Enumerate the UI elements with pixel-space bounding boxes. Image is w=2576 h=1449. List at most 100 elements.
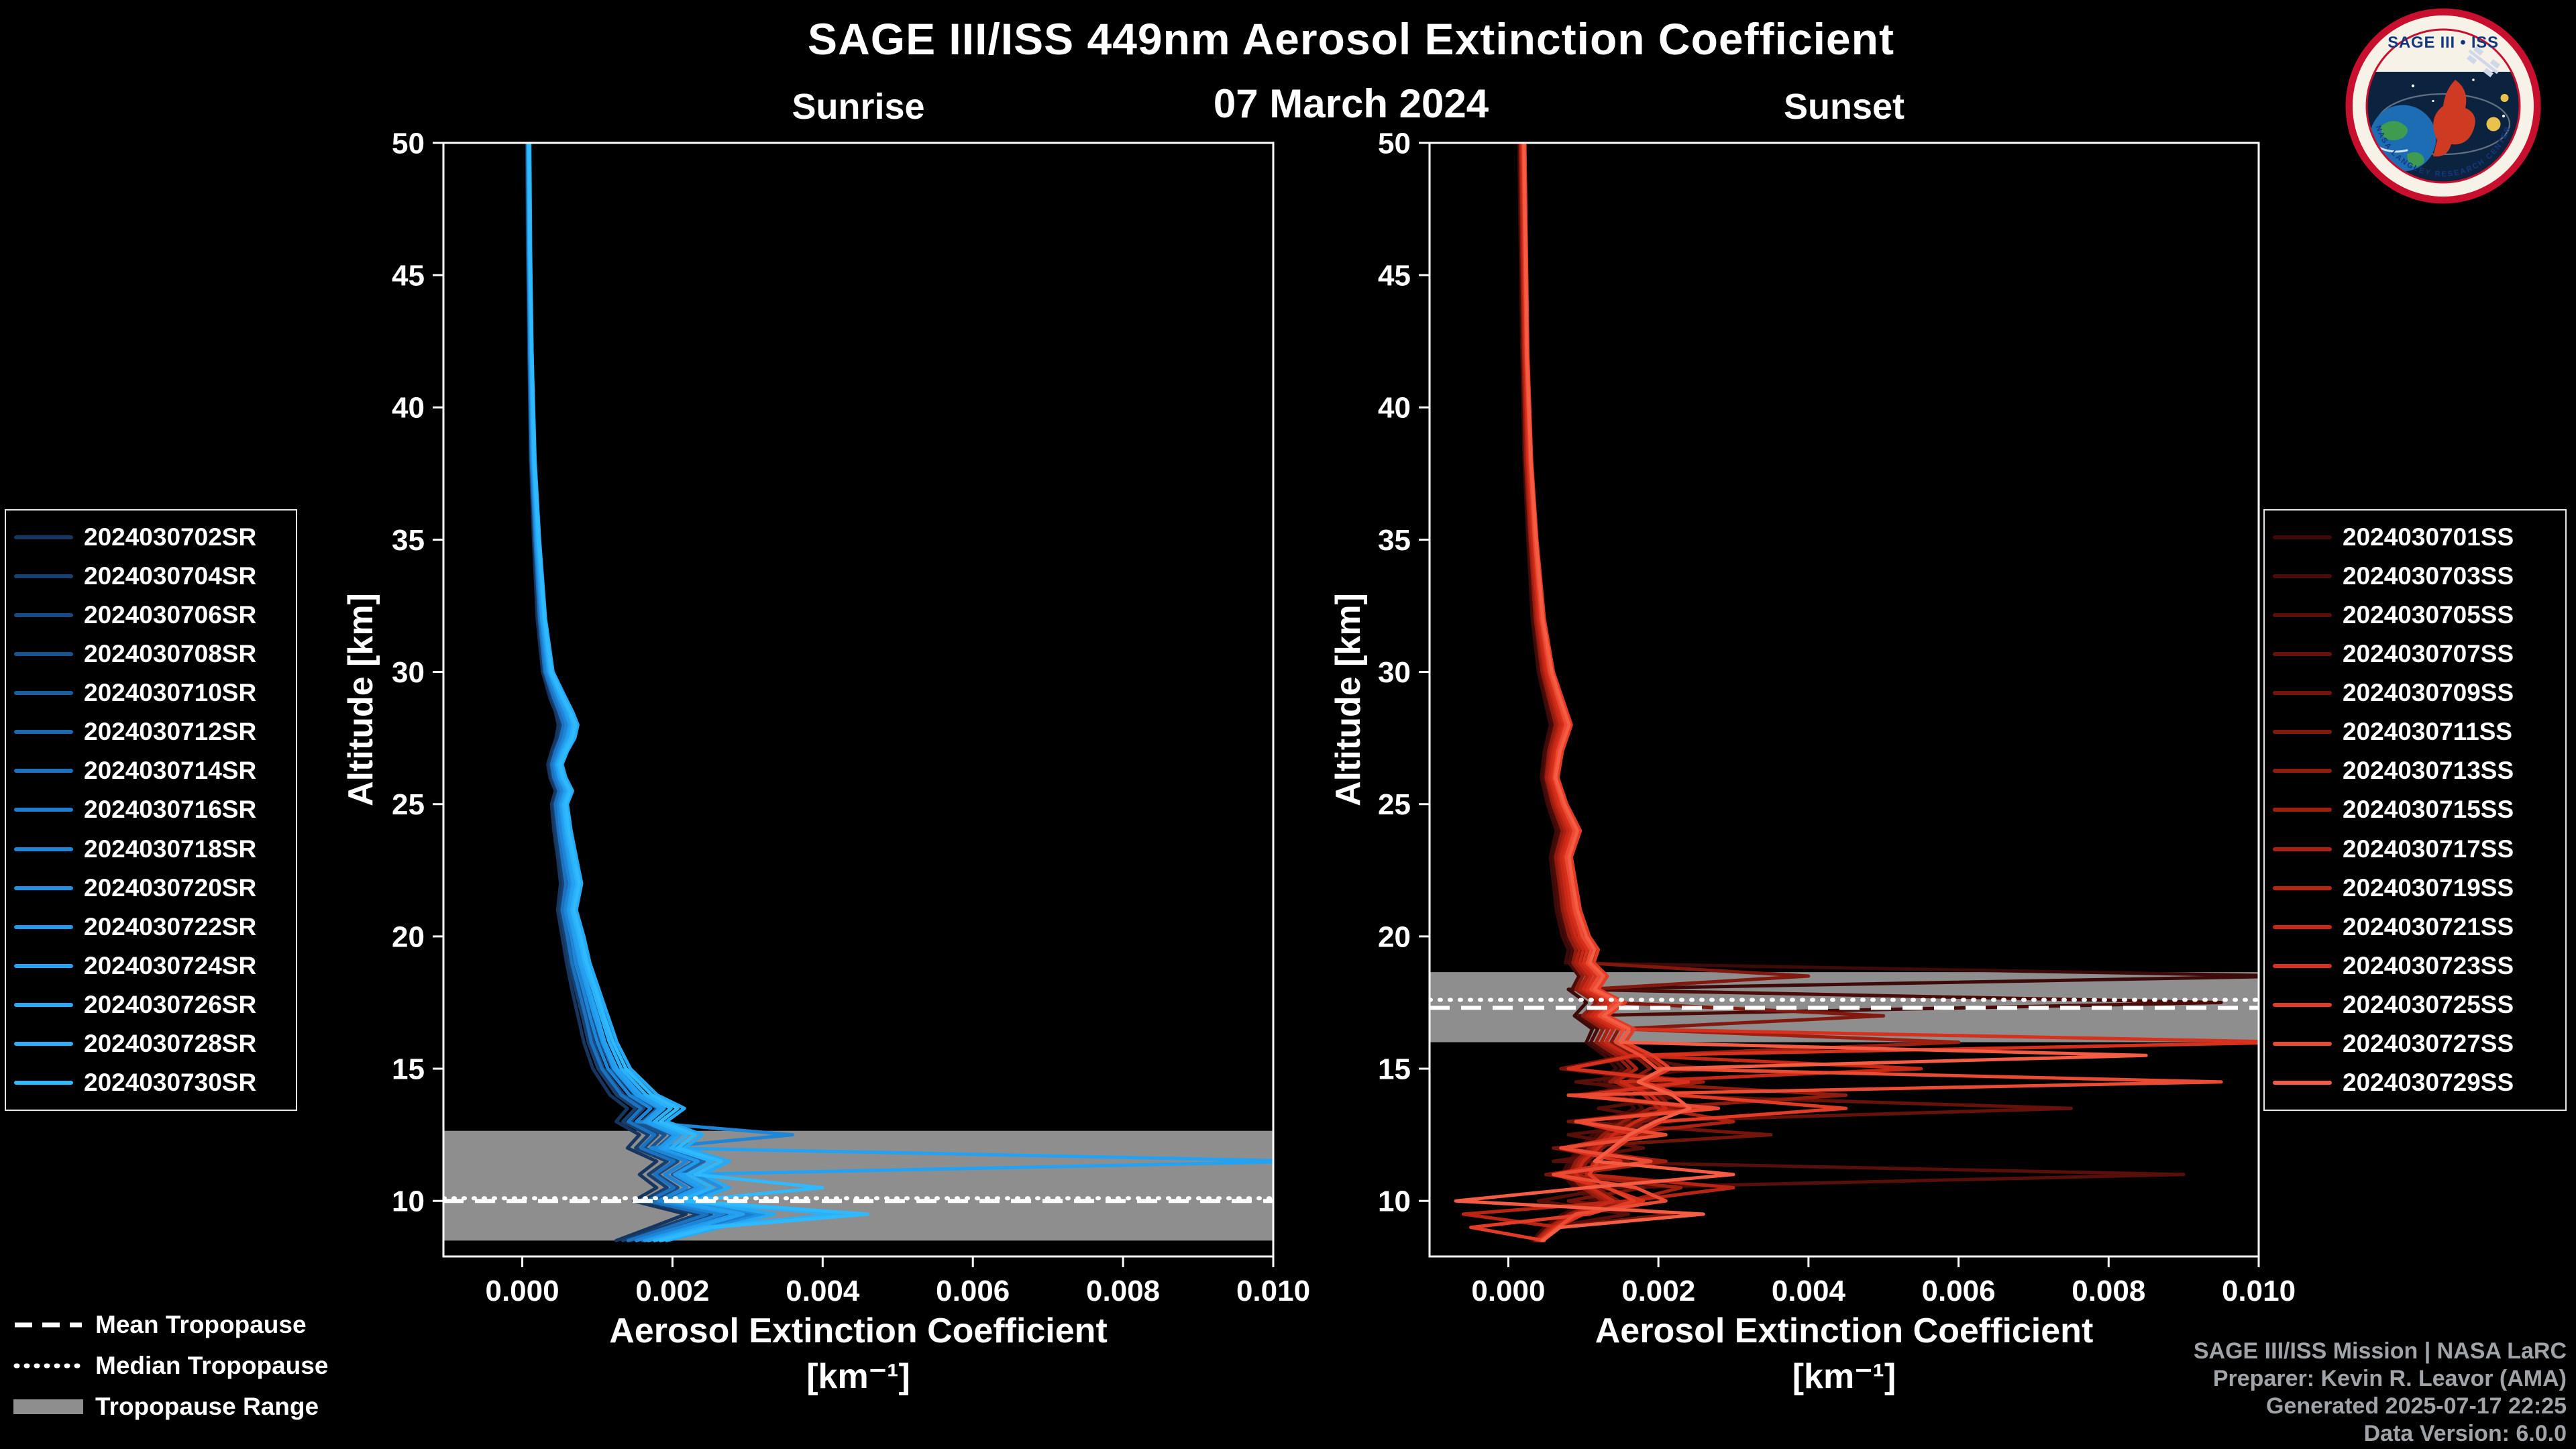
legend-item: 2024030727SS (2273, 1025, 2557, 1063)
legend-item: 2024030716SR (14, 791, 288, 828)
legend-item: 2024030718SR (14, 830, 288, 868)
legend-swatch (14, 730, 73, 735)
logo-title: SAGE III • ISS (2387, 34, 2499, 52)
dotted-line-icon (13, 1363, 83, 1368)
legend-label: 2024030708SR (84, 640, 257, 668)
series-line (1521, 143, 1886, 1242)
x-tick-label: 0.006 (1922, 1275, 1996, 1307)
x-tick-label: 0.008 (2072, 1275, 2145, 1307)
y-tick-label: 20 (1378, 920, 1411, 953)
x-tick-label: 0.008 (1086, 1275, 1160, 1307)
x-tick-label: 0.000 (1471, 1275, 1545, 1307)
series-line (1517, 143, 2223, 1242)
y-tick-label: 50 (392, 127, 425, 160)
series-line (527, 143, 869, 1242)
credits: SAGE III/ISS Mission | NASA LaRC Prepare… (2194, 1338, 2567, 1448)
legend-item: 2024030712SR (14, 713, 288, 751)
series-line (1461, 143, 1735, 1242)
legend-item: 2024030704SR (14, 557, 288, 595)
sunrise-y-axis-label: Altitude [km] (341, 593, 380, 806)
plot-frame (442, 142, 1275, 1258)
legend-swatch (2273, 963, 2332, 968)
legend-swatch (14, 847, 73, 851)
series-line (1520, 143, 1923, 1242)
legend-swatch (2273, 885, 2332, 890)
legend-swatch (14, 1041, 73, 1046)
page-date: 07 March 2024 (1213, 81, 1489, 126)
series-line (527, 143, 840, 1242)
legend-swatch (2273, 1080, 2332, 1085)
sunset-x-axis-units: [km⁻¹] (1792, 1357, 1896, 1396)
legend-label: 2024030720SR (84, 873, 257, 902)
legend-label: 2024030707SS (2343, 640, 2514, 668)
y-tick-label: 35 (392, 524, 425, 557)
y-tick-label: 50 (1378, 127, 1411, 160)
legend-label: 2024030713SS (2343, 757, 2514, 785)
legend-item: 2024030707SS (2273, 635, 2557, 673)
y-tick-label: 30 (1378, 656, 1411, 689)
legend-swatch (2273, 847, 2332, 851)
legend-item: 2024030709SS (2273, 674, 2557, 712)
x-tick-label: 0.004 (1772, 1275, 1846, 1307)
legend-swatch (14, 924, 73, 929)
legend-swatch (14, 574, 73, 579)
legend-item: 2024030725SS (2273, 986, 2557, 1024)
legend-item: 2024030701SS (2273, 519, 2557, 556)
sunset-x-axis-label-text: Aerosol Extinction Coefficient (1595, 1311, 2094, 1350)
legend-label: 2024030704SR (84, 562, 257, 590)
legend-item: 2024030724SR (14, 947, 288, 985)
legend-swatch (2273, 535, 2332, 539)
page-title: SAGE III/ISS 449nm Aerosol Extinction Co… (808, 14, 1894, 64)
legend-label: 2024030724SR (84, 951, 257, 979)
legend-swatch (2273, 769, 2332, 773)
legend-label: 2024030723SS (2343, 951, 2514, 979)
tropopause-range-label: Tropopause Range (95, 1392, 319, 1420)
legend-swatch (14, 1002, 73, 1007)
legend-swatch (2273, 1002, 2332, 1007)
legend-swatch (14, 885, 73, 890)
legend-label: 2024030725SS (2343, 990, 2514, 1018)
legend-swatch (2273, 574, 2332, 579)
sunrise-panel-title: Sunrise (792, 87, 925, 127)
median-tropopause-legend-item: Median Tropopause (13, 1345, 328, 1386)
legend-item: 2024030723SS (2273, 947, 2557, 985)
legend-swatch (14, 691, 73, 696)
sunrise-x-axis-units: [km⁻¹] (806, 1357, 910, 1396)
y-tick-label: 20 (392, 920, 425, 953)
series-line (528, 143, 777, 1242)
legend-label: 2024030726SR (84, 990, 257, 1018)
legend-swatch (2273, 730, 2332, 735)
legend-label: 2024030730SR (84, 1068, 257, 1096)
legend-swatch (14, 613, 73, 618)
legend-item: 2024030730SR (14, 1064, 288, 1102)
series-line (527, 143, 1273, 1242)
legend-label: 2024030722SR (84, 912, 257, 941)
legend-swatch (2273, 1041, 2332, 1046)
legend-label: 2024030716SR (84, 796, 257, 824)
sunrise-legend: 2024030702SR 2024030704SR 2024030706SR 2024… (5, 509, 297, 1111)
x-tick-label: 0.006 (936, 1275, 1010, 1307)
mean-tropopause-legend-item: Mean Tropopause (13, 1304, 328, 1345)
legend-swatch (2273, 691, 2332, 696)
legend-label: 2024030719SS (2343, 873, 2514, 902)
legend-swatch (2273, 613, 2332, 618)
legend-item: 2024030713SS (2273, 752, 2557, 790)
legend-swatch (14, 1080, 73, 1085)
sunset-panel-title: Sunset (1783, 87, 1905, 127)
plot-area-sunset (1430, 143, 2259, 1242)
x-tick-label: 0.002 (1621, 1275, 1695, 1307)
sunset-x-axis-label: Aerosol Extinction Coefficient [km⁻¹] (1430, 1308, 2259, 1399)
legend-label: 2024030727SS (2343, 1029, 2514, 1057)
legend-item: 2024030728SR (14, 1025, 288, 1063)
legend-item: 2024030721SS (2273, 908, 2557, 946)
x-tick-label: 0.010 (1236, 1275, 1310, 1307)
legend-item: 2024030708SR (14, 635, 288, 673)
x-tick-label: 0.002 (635, 1275, 709, 1307)
series-line (1517, 143, 2259, 1242)
legend-item: 2024030702SR (14, 519, 288, 556)
y-tick-label: 45 (1378, 260, 1411, 292)
legend-label: 2024030717SS (2343, 835, 2514, 863)
series-line (527, 143, 794, 1242)
legend-swatch (2273, 652, 2332, 657)
legend-label: 2024030702SR (84, 523, 257, 551)
